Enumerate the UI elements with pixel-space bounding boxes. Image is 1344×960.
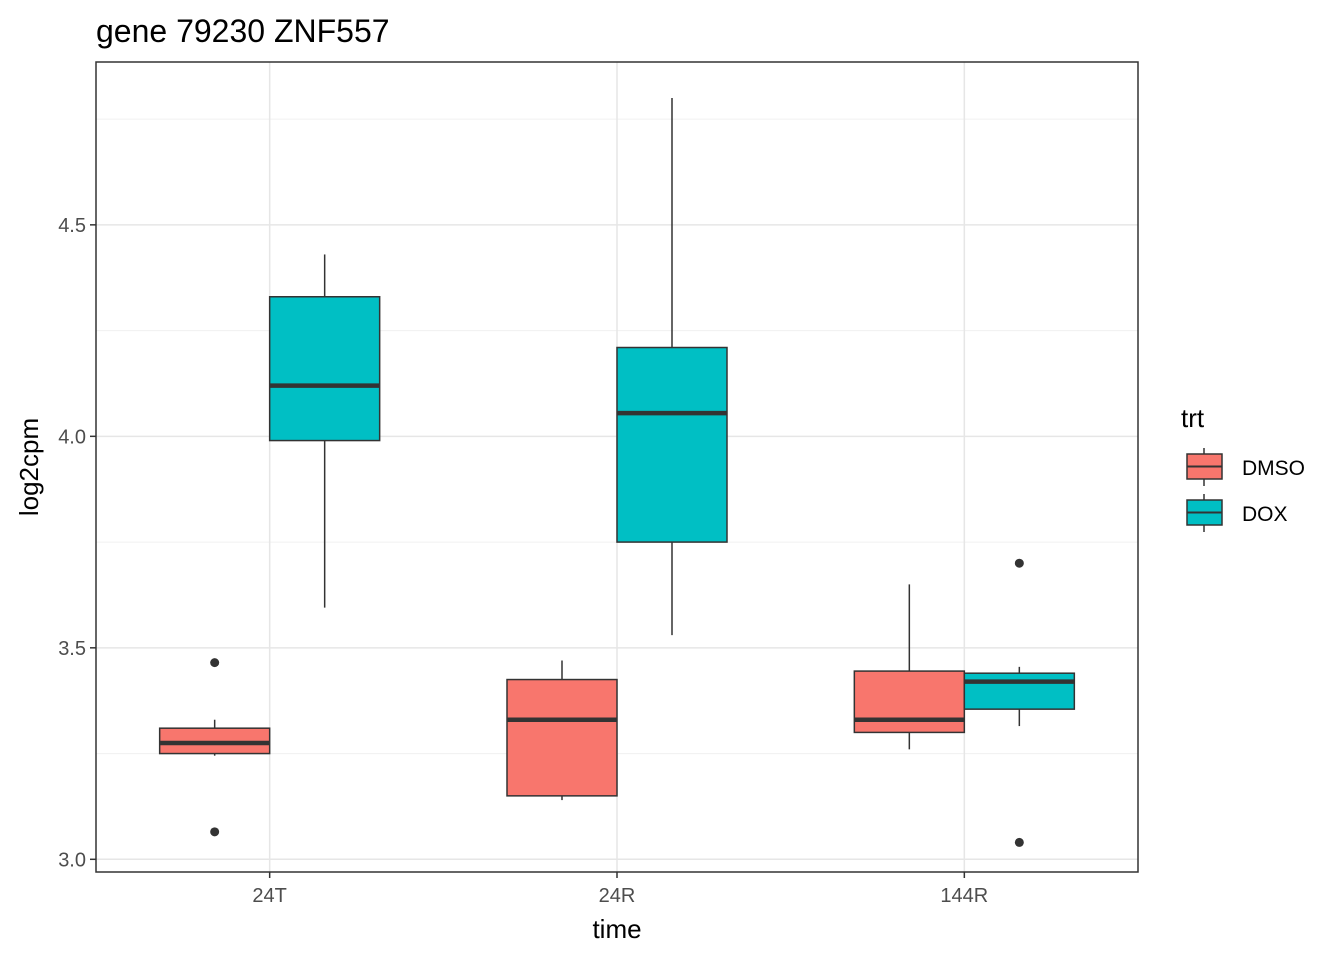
- box-body: [506, 678, 618, 797]
- box-body: [963, 672, 1076, 710]
- y-axis: 3.0 3.5 4.0 4.5: [58, 215, 96, 871]
- outlier-point: [210, 827, 220, 837]
- y-tick-label: 3.5: [58, 638, 86, 660]
- box-dmso-24r: [506, 660, 618, 801]
- box-dox-144r: [963, 558, 1076, 847]
- box-dox-24r: [616, 97, 728, 636]
- x-tick-label: 144R: [940, 885, 988, 907]
- box-body: [853, 670, 966, 734]
- box-dmso-24t: [158, 658, 271, 837]
- box-dmso-144r: [853, 584, 966, 750]
- outlier-point: [1014, 558, 1024, 568]
- chart-title: gene 79230 ZNF557: [96, 13, 390, 49]
- x-axis: 24T 24R 144R: [252, 872, 988, 907]
- outlier-point: [1014, 837, 1024, 847]
- legend-title: trt: [1181, 403, 1205, 433]
- legend-key-dox: [1186, 494, 1223, 532]
- x-tick-label: 24T: [252, 885, 286, 907]
- x-tick-label: 24R: [599, 885, 636, 907]
- box-body: [616, 346, 728, 543]
- legend-key-dmso: [1186, 448, 1223, 486]
- legend-label-dmso: DMSO: [1242, 457, 1305, 480]
- box-body: [268, 296, 381, 442]
- y-tick-label: 4.0: [58, 426, 86, 448]
- outlier-point: [210, 658, 220, 668]
- x-axis-title: time: [592, 914, 641, 944]
- boxes: [158, 97, 1076, 847]
- legend-label-dox: DOX: [1242, 503, 1288, 526]
- box-dox-24t: [268, 254, 381, 608]
- y-axis-title: log2cpm: [14, 418, 44, 516]
- legend: trt DMSO DOX: [1181, 403, 1305, 532]
- y-tick-label: 4.5: [58, 215, 86, 237]
- y-tick-label: 3.0: [58, 849, 86, 871]
